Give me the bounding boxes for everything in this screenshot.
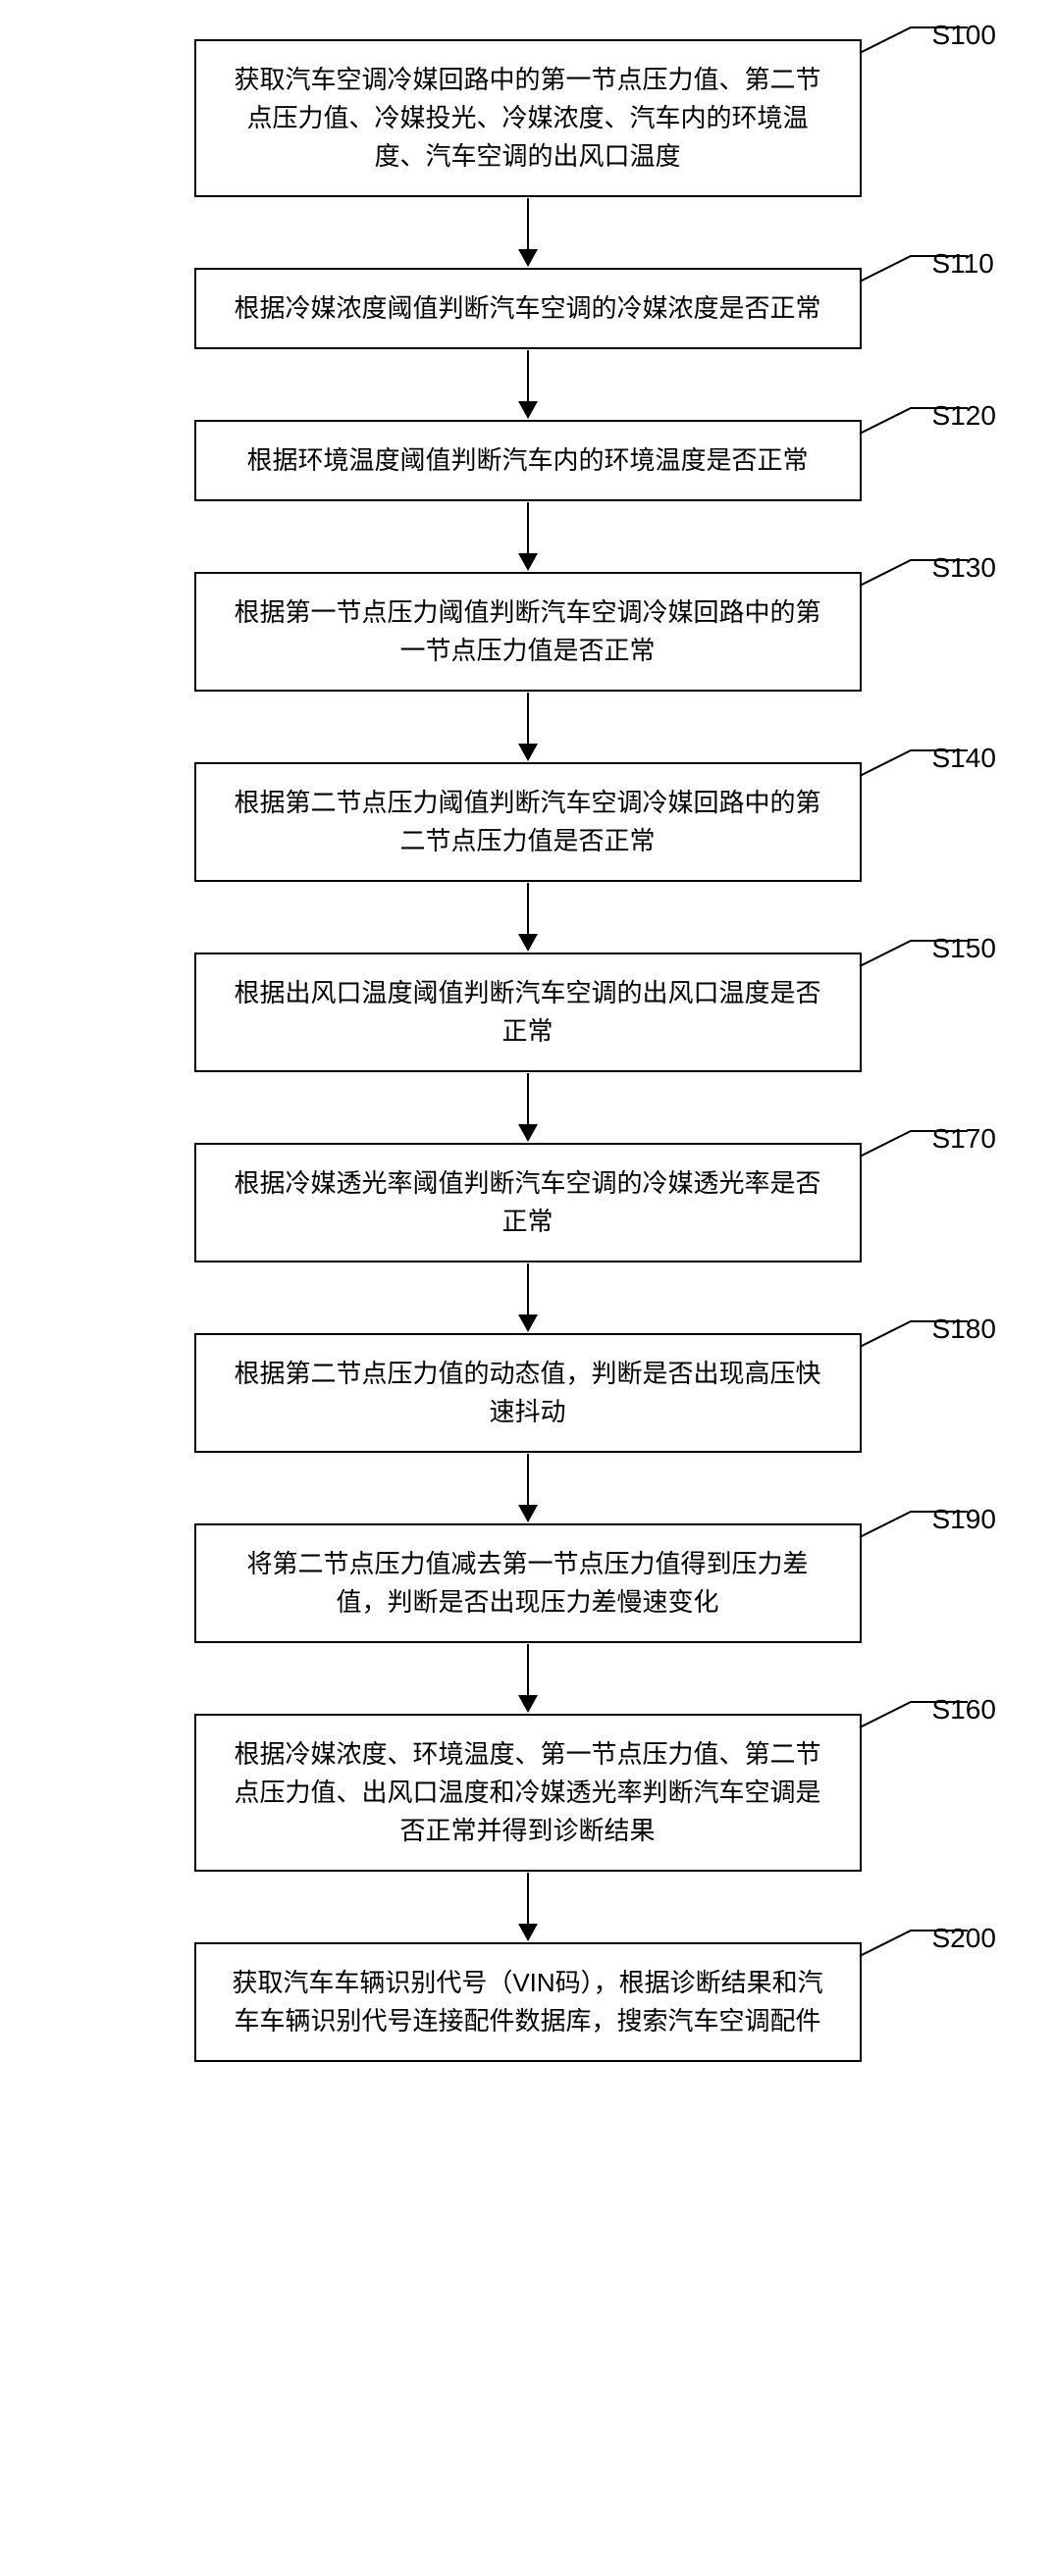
step-label-wrap: S100 — [862, 22, 996, 51]
arrow-line — [527, 1073, 529, 1124]
leader-line — [862, 1315, 960, 1345]
arrow-head-icon — [518, 553, 538, 571]
flow-step: 根据第二节点压力阈值判断汽车空调冷媒回路中的第二节点压力值是否正常S140 — [20, 762, 1035, 882]
leader-line — [862, 1696, 960, 1726]
step-label-wrap: S150 — [862, 935, 996, 964]
flow-arrow — [518, 349, 538, 420]
leader-line — [862, 745, 960, 774]
leader-line — [862, 1925, 960, 1954]
arrow-head-icon — [518, 934, 538, 952]
flowchart: 获取汽车空调冷媒回路中的第一节点压力值、第二节点压力值、冷媒投光、冷媒浓度、汽车… — [20, 39, 1035, 2062]
leader-line — [862, 402, 960, 432]
flow-box: 根据第二节点压力阈值判断汽车空调冷媒回路中的第二节点压力值是否正常 — [194, 762, 862, 882]
flow-step: 根据环境温度阈值判断汽车内的环境温度是否正常S120 — [20, 420, 1035, 501]
arrow-head-icon — [518, 1505, 538, 1522]
flow-box: 获取汽车车辆识别代号（VIN码），根据诊断结果和汽车车辆识别代号连接配件数据库，… — [194, 1942, 862, 2062]
flow-step: 根据出风口温度阈值判断汽车空调的出风口温度是否正常S150 — [20, 953, 1035, 1072]
flow-arrow — [518, 882, 538, 953]
arrow-line — [527, 502, 529, 553]
flow-arrow — [518, 501, 538, 572]
step-label-wrap: S120 — [862, 402, 996, 432]
leader-line — [862, 935, 960, 964]
step-label-wrap: S170 — [862, 1125, 996, 1155]
leader-line — [862, 1506, 960, 1535]
flow-box: 根据出风口温度阈值判断汽车空调的出风口温度是否正常 — [194, 953, 862, 1072]
flow-box: 根据第一节点压力阈值判断汽车空调冷媒回路中的第一节点压力值是否正常 — [194, 572, 862, 692]
step-label-wrap: S190 — [862, 1506, 996, 1535]
arrow-line — [527, 1263, 529, 1314]
flow-step: 根据冷媒浓度阈值判断汽车空调的冷媒浓度是否正常S110 — [20, 268, 1035, 349]
leader-line — [862, 22, 960, 51]
flow-step: 根据冷媒透光率阈值判断汽车空调的冷媒透光率是否正常S170 — [20, 1143, 1035, 1262]
flow-box: 根据冷媒透光率阈值判断汽车空调的冷媒透光率是否正常 — [194, 1143, 862, 1262]
arrow-line — [527, 1454, 529, 1505]
flow-arrow — [518, 1643, 538, 1714]
flow-box: 根据第二节点压力值的动态值，判断是否出现高压快速抖动 — [194, 1333, 862, 1453]
flow-box: 将第二节点压力值减去第一节点压力值得到压力差值，判断是否出现压力差慢速变化 — [194, 1523, 862, 1643]
leader-line — [862, 1125, 960, 1155]
arrow-head-icon — [518, 249, 538, 267]
flow-arrow — [518, 197, 538, 268]
flow-arrow — [518, 692, 538, 762]
arrow-head-icon — [518, 1314, 538, 1332]
arrow-line — [527, 693, 529, 744]
arrow-head-icon — [518, 1924, 538, 1941]
flow-arrow — [518, 1072, 538, 1143]
arrow-head-icon — [518, 744, 538, 761]
flow-arrow — [518, 1453, 538, 1523]
step-label-wrap: S110 — [862, 250, 994, 280]
flow-step: 根据冷媒浓度、环境温度、第一节点压力值、第二节点压力值、出风口温度和冷媒透光率判… — [20, 1714, 1035, 1872]
flow-step: 获取汽车空调冷媒回路中的第一节点压力值、第二节点压力值、冷媒投光、冷媒浓度、汽车… — [20, 39, 1035, 197]
arrow-head-icon — [518, 1124, 538, 1142]
arrow-line — [527, 1873, 529, 1924]
arrow-line — [527, 198, 529, 249]
flow-step: 根据第一节点压力阈值判断汽车空调冷媒回路中的第一节点压力值是否正常S130 — [20, 572, 1035, 692]
flow-step: 将第二节点压力值减去第一节点压力值得到压力差值，判断是否出现压力差慢速变化S19… — [20, 1523, 1035, 1643]
step-label-wrap: S180 — [862, 1315, 996, 1345]
step-label-wrap: S200 — [862, 1925, 996, 1954]
step-label-wrap: S160 — [862, 1696, 996, 1726]
flow-arrow — [518, 1872, 538, 1942]
flow-box: 根据冷媒浓度、环境温度、第一节点压力值、第二节点压力值、出风口温度和冷媒透光率判… — [194, 1714, 862, 1872]
arrow-line — [527, 1644, 529, 1695]
leader-line — [862, 250, 960, 280]
flow-arrow — [518, 1262, 538, 1333]
flow-step: 获取汽车车辆识别代号（VIN码），根据诊断结果和汽车车辆识别代号连接配件数据库，… — [20, 1942, 1035, 2062]
arrow-line — [527, 350, 529, 401]
arrow-line — [527, 883, 529, 934]
step-label-wrap: S130 — [862, 554, 996, 584]
arrow-head-icon — [518, 1695, 538, 1713]
flow-box: 根据环境温度阈值判断汽车内的环境温度是否正常 — [194, 420, 862, 501]
flow-box: 根据冷媒浓度阈值判断汽车空调的冷媒浓度是否正常 — [194, 268, 862, 349]
leader-line — [862, 554, 960, 584]
flow-box: 获取汽车空调冷媒回路中的第一节点压力值、第二节点压力值、冷媒投光、冷媒浓度、汽车… — [194, 39, 862, 197]
arrow-head-icon — [518, 401, 538, 419]
flow-step: 根据第二节点压力值的动态值，判断是否出现高压快速抖动S180 — [20, 1333, 1035, 1453]
step-label-wrap: S140 — [862, 745, 996, 774]
